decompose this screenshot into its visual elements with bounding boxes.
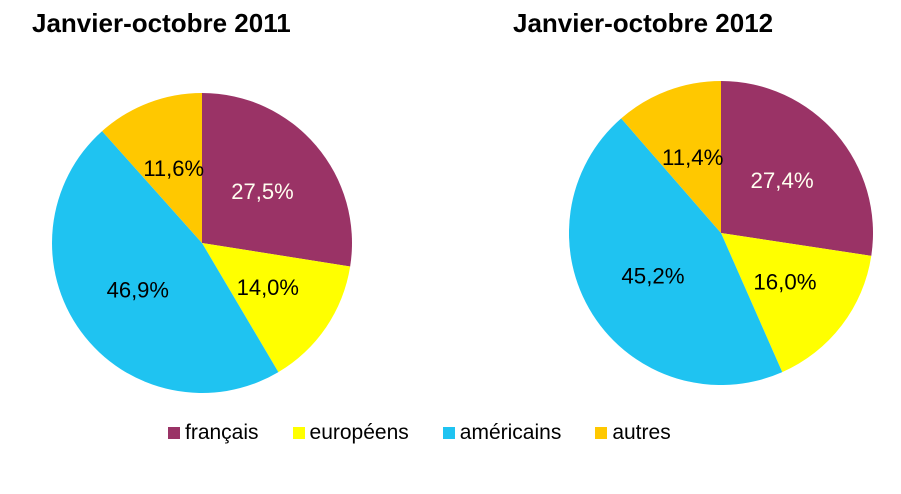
pie-slice-américains bbox=[569, 118, 783, 385]
pie-slice-français bbox=[721, 81, 873, 256]
pie-slice-label-européens: 14,0% bbox=[237, 275, 299, 300]
pie-slice-label-français: 27,4% bbox=[751, 168, 814, 193]
pie-slice-français bbox=[202, 93, 352, 267]
legend-label-autres: autres bbox=[612, 421, 671, 444]
legend-item-francais: français bbox=[168, 422, 259, 443]
pie-slice-européens bbox=[202, 243, 351, 373]
pie-slice-label-autres: 11,4% bbox=[662, 145, 724, 170]
pie-slice-label-américains: 46,9% bbox=[107, 277, 169, 302]
pie-chart-2011: 27,5% 14,0% 46,9% 11,6% bbox=[52, 93, 352, 393]
legend-label-americains: américains bbox=[459, 421, 562, 444]
pie-slice-label-autres: 11,6% bbox=[143, 156, 204, 181]
legend-item-europeens: européens bbox=[292, 421, 409, 444]
legend-label-francais: français bbox=[185, 421, 259, 444]
legend: français européens américains autres bbox=[168, 422, 671, 443]
legend-label-europeens: européens bbox=[309, 421, 409, 444]
chart-title-2012: Janvier-octobre 2012 bbox=[513, 8, 774, 38]
legend-swatch-francais bbox=[168, 426, 180, 439]
pie-slice-label-européens: 16,0% bbox=[753, 269, 816, 294]
pie-slice-autres bbox=[102, 93, 202, 243]
pie-slice-autres bbox=[621, 81, 721, 233]
legend-swatch-americains bbox=[442, 426, 455, 439]
legend-item-autres: autres bbox=[595, 421, 671, 444]
pie-chart-2012: 27,4% 16,0% 45,2% 11,4% bbox=[569, 81, 873, 385]
pie-slice-américains bbox=[52, 131, 279, 393]
legend-swatch-europeens bbox=[292, 426, 305, 439]
pie-slice-label-français: 27,5% bbox=[231, 179, 293, 204]
legend-item-americains: américains bbox=[442, 421, 562, 444]
chart-title-2011: Janvier-octobre 2011 bbox=[32, 8, 291, 38]
legend-swatch-autres bbox=[595, 426, 608, 439]
pie-slice-label-américains: 45,2% bbox=[621, 264, 684, 289]
pie-slice-européens bbox=[721, 233, 872, 373]
